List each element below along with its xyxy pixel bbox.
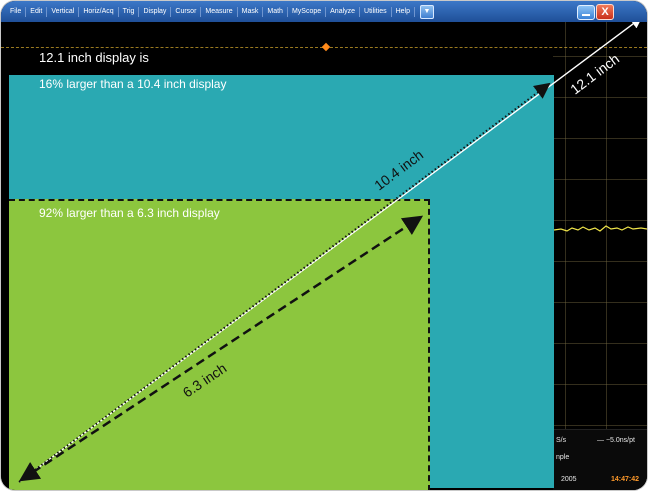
menu-display[interactable]: Display: [139, 6, 172, 17]
menu-cursor[interactable]: Cursor: [171, 6, 202, 17]
menu-bar: File Edit Vertical Horiz/Acq Trig Displa…: [1, 1, 647, 22]
menu-vertical[interactable]: Vertical: [47, 6, 80, 17]
menu-analyze[interactable]: Analyze: [326, 6, 361, 17]
menu-file[interactable]: File: [1, 6, 27, 17]
menu-help[interactable]: Help: [392, 6, 416, 17]
menu-trig[interactable]: Trig: [119, 6, 140, 17]
acq-mode-text: nple: [556, 454, 570, 461]
date-text: 2005: [561, 476, 577, 483]
menu-mask[interactable]: Mask: [238, 6, 264, 17]
caption-vs-10-4-inch: 16% larger than a 10.4 inch display: [39, 77, 227, 91]
diagonal-6-3-inch: [18, 215, 424, 482]
close-icon[interactable]: X: [596, 4, 614, 20]
menu-myscope[interactable]: MyScope: [288, 6, 327, 17]
clock-text: 14:47:42: [611, 476, 640, 483]
graticule-grid: [553, 22, 647, 490]
diagonal-arrows: 12.1 inch 10.4 inch 6.3 inch: [18, 22, 643, 483]
status-readout: S/s — −5.0ns/pt nple 2005 14:47:42: [553, 429, 647, 490]
chevron-down-icon[interactable]: ▼: [420, 4, 435, 19]
caption-12-1-inch: 12.1 inch display is: [39, 50, 149, 65]
menu-utilities[interactable]: Utilities: [360, 6, 392, 17]
menu-horiz-acq[interactable]: Horiz/Acq: [79, 6, 119, 17]
label-6-3-inch: 6.3 inch: [180, 360, 230, 401]
menu-measure[interactable]: Measure: [201, 6, 238, 17]
minimize-icon[interactable]: [577, 5, 595, 20]
scope-display: S/s — −5.0ns/pt nple 2005 14:47:42 12.1 …: [1, 22, 647, 490]
resolution-text: — −5.0ns/pt: [597, 437, 635, 444]
label-10-4-inch: 10.4 inch: [371, 146, 426, 193]
waveform-trace: [553, 225, 647, 232]
diagonal-10-4-inch: [18, 82, 551, 483]
menu-math[interactable]: Math: [263, 6, 288, 17]
menu-edit[interactable]: Edit: [26, 6, 48, 17]
label-12-1-inch: 12.1 inch: [567, 50, 622, 97]
sample-rate-text: S/s: [556, 437, 567, 444]
